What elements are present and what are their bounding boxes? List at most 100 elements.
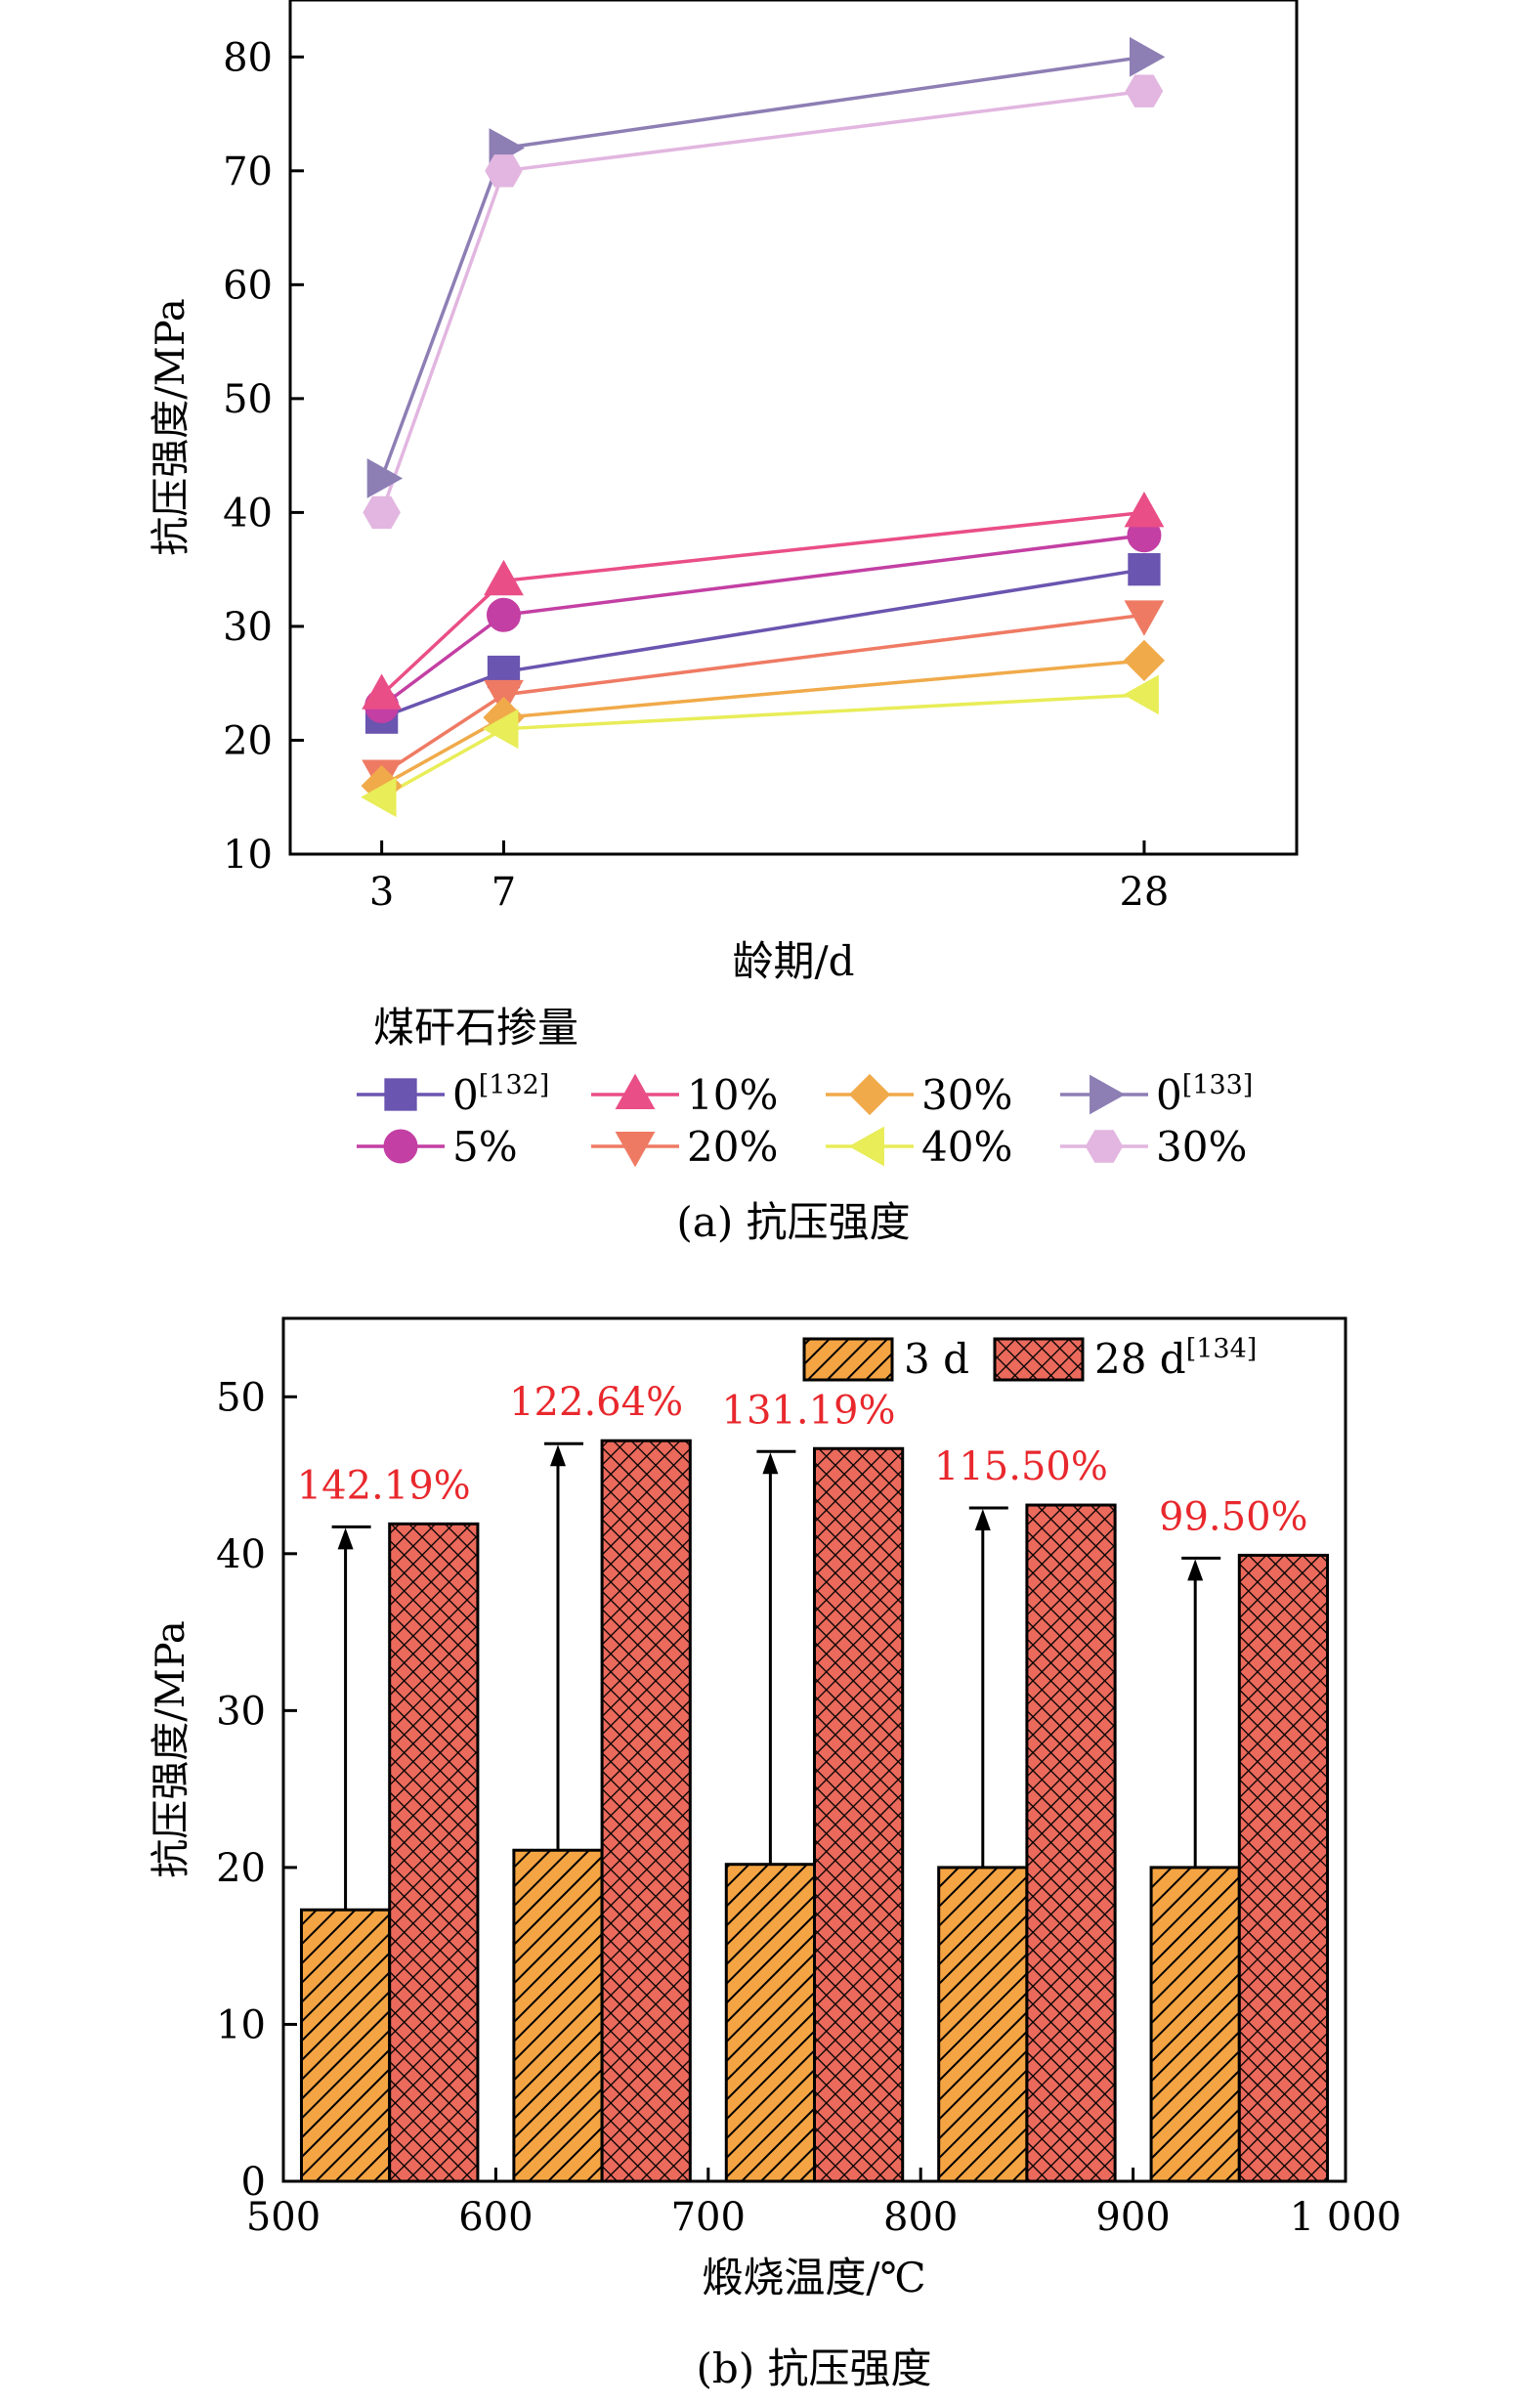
percentage-label: 131.19% [722,1388,896,1433]
legend-label: 10% [687,1071,778,1119]
panel-a-caption: (a) 抗压强度 [676,1198,910,1246]
legend-swatch [993,1337,1085,1382]
x-axis-label: 龄期/d [732,937,854,985]
legend-ref: [132] [479,1070,550,1100]
y-axis-label: 抗压强度/MPa [149,1620,193,1877]
data-point [485,154,523,188]
legend-label: 20% [687,1123,778,1171]
axes: 0 10 20 30 40 50 500 600 700 800 900 1 000 [216,1375,1401,2240]
panel-a-line-chart: 10 20 30 40 50 60 70 80 3 7 28 抗压强度/MPa 龄期/d 煤矸石掺量… [149,0,1299,1246]
y-tick-label: 50 [216,1375,266,1420]
bar-3d [937,1866,1029,2183]
y-tick-label: 30 [223,605,273,650]
y-tick-label: 20 [216,1846,266,1891]
x-axis-label: 煅烧温度/℃ [702,2254,925,2301]
data-point [483,709,519,750]
bar-3d [512,1848,604,2183]
y-tick-label: 40 [223,491,273,536]
legend-marker [1085,1130,1124,1163]
legend-label: 3 d [904,1335,969,1383]
arrow-head [549,1444,566,1467]
y-tick-label: 80 [223,35,273,80]
data-point [366,458,404,498]
legend-label: 30% [921,1071,1012,1119]
y-tick-label: 70 [223,150,273,194]
x-tick-label: 700 [671,2195,746,2240]
legend-marker [1090,1074,1126,1115]
x-tick-label: 500 [246,2195,321,2240]
legend-label: 0[132] [452,1070,549,1119]
legend-marker [848,1126,884,1167]
data-point [486,597,521,632]
data-point [362,673,403,710]
legend-marker [383,1129,418,1164]
legend-label: 40% [921,1123,1012,1171]
bar-3d [299,1908,392,2183]
legend-ref: [134] [1186,1334,1258,1364]
legend-marker [615,1073,656,1109]
bar-28d [1237,1553,1330,2183]
bars [299,1439,1330,2183]
legend-label: 28 d[134] [1094,1334,1257,1383]
legend-marker [848,1073,891,1116]
percentage-label: 122.64% [509,1380,683,1425]
y-tick-label: 30 [216,1689,266,1734]
arrow-head [337,1527,354,1550]
data-point [361,777,397,818]
percentage-label: 99.50% [1159,1494,1308,1539]
y-tick-label: 10 [216,2002,266,2047]
arrow-head [762,1452,779,1475]
y-tick-label: 60 [223,263,273,308]
data-point [1124,600,1165,636]
axes: 10 20 30 40 50 60 70 80 3 7 28 [223,35,1169,915]
bar-28d [600,1439,692,2183]
y-tick-label: 50 [223,377,273,422]
x-tick-label: 600 [458,2195,533,2240]
x-tick-label: 28 [1119,870,1169,915]
legend-ref: [133] [1182,1070,1254,1100]
x-tick-label: 900 [1095,2195,1170,2240]
bar-3d [1149,1866,1241,2183]
legend-marker [384,1078,417,1111]
bar-3d [724,1863,816,2183]
arrow-head [974,1509,991,1531]
percentage-label: 142.19% [297,1463,471,1508]
plot-frame [288,0,1299,856]
series-markers [361,36,1166,818]
panel-b-caption: (b) 抗压强度 [696,2344,931,2392]
percentage-label: 115.50% [934,1444,1108,1489]
data-point [1123,674,1159,715]
data-point [484,559,524,596]
y-tick-label: 40 [216,1532,266,1577]
annotations: 142.19% 122.64% 131.19% 115.50% 99.50% [297,1380,1308,1911]
legend-marker [615,1132,656,1168]
x-tick-label: 7 [492,870,516,915]
bar-28d [388,1522,480,2183]
y-axis-label: 抗压强度/MPa [149,298,193,555]
x-tick-label: 3 [369,870,394,915]
legend-label: 30% [1156,1123,1247,1171]
x-tick-label: 800 [883,2195,958,2240]
data-point [1128,553,1161,586]
legend-label: 5% [452,1123,518,1171]
data-point [1125,74,1164,108]
legend-title: 煤矸石掺量 [373,1004,578,1052]
legend-label: 0[133] [1156,1070,1253,1119]
arrow-head [1187,1559,1204,1581]
bar-28d [813,1446,905,2183]
data-point [1124,491,1165,528]
data-point [1123,639,1166,682]
y-tick-label: 10 [223,833,273,878]
y-tick-label: 20 [223,718,273,763]
y-tick-label: 0 [241,2160,266,2205]
legend: 0[132]5%10%20%30%40%0[133]30% [357,1070,1253,1171]
x-tick-label: 1 000 [1290,2195,1402,2240]
series-line [379,55,1145,480]
data-point [363,495,401,530]
legend-swatch [802,1337,894,1382]
legend: 3 d 28 d[134] [802,1334,1257,1383]
data-point [1129,36,1166,77]
bar-28d [1025,1503,1117,2183]
